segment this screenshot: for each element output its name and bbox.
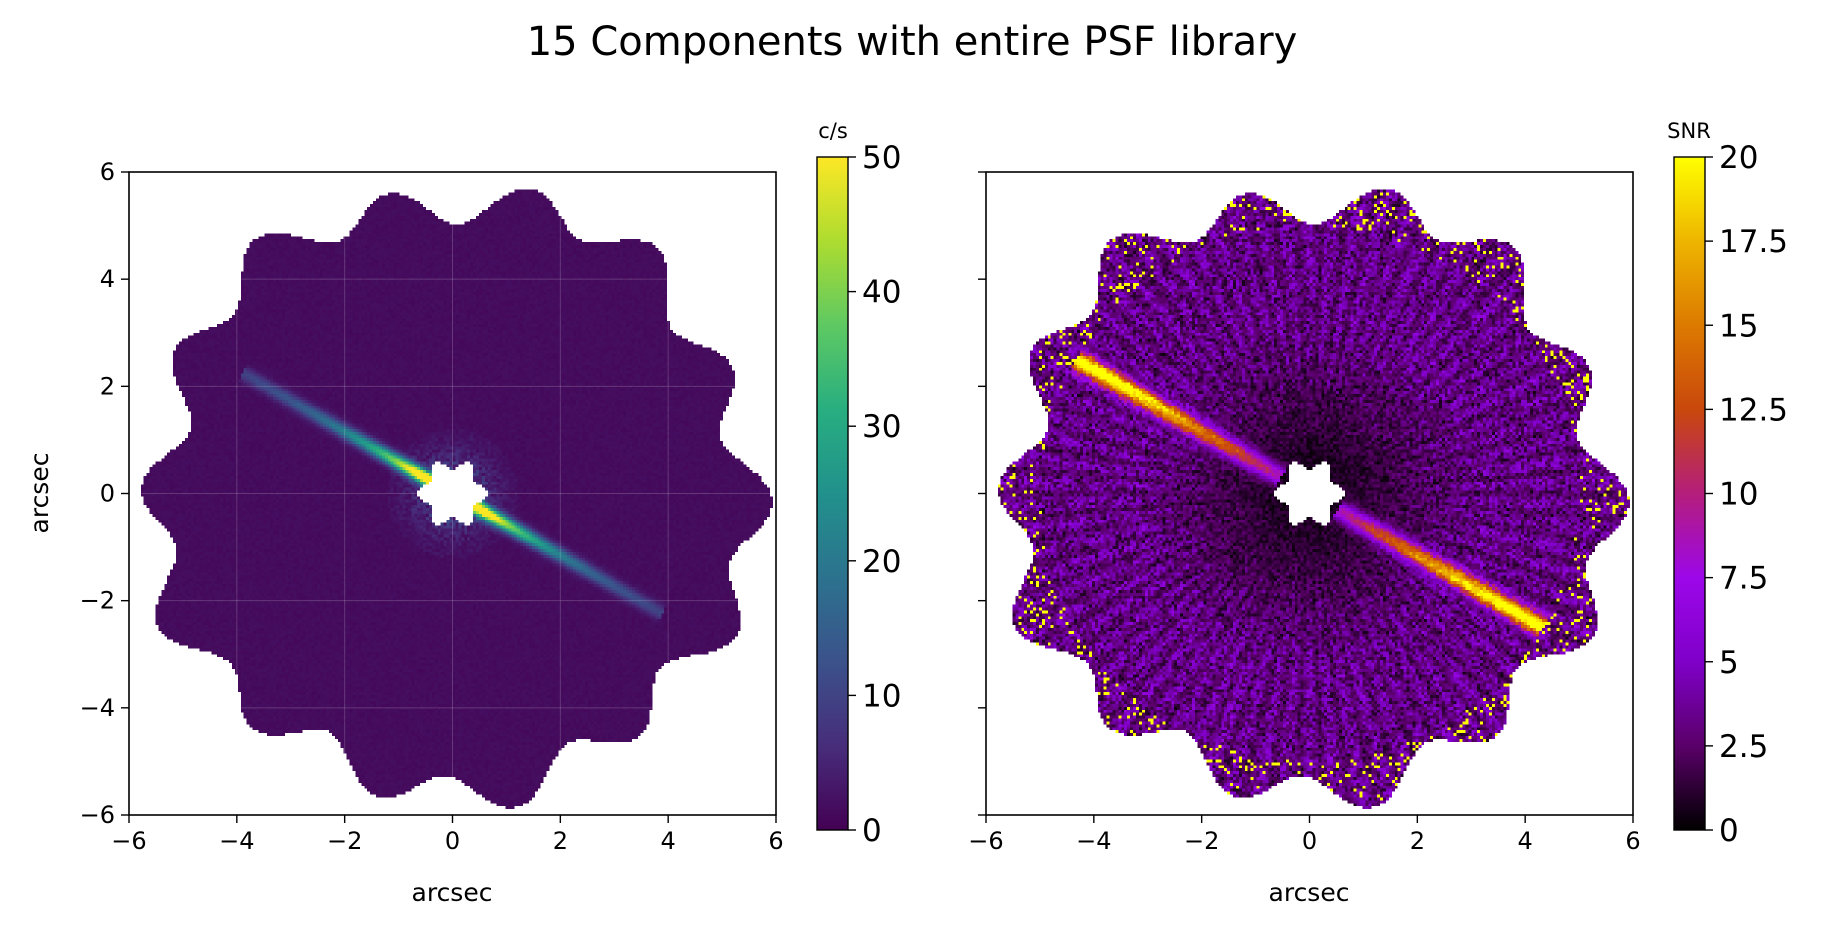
left-x-tick-label: 0 (445, 827, 460, 855)
left-x-tick-label: 2 (553, 827, 568, 855)
left-y-ticks: −6 −4 −2 0 2 4 6 (80, 158, 129, 829)
right-colorbar-tick-label: 20 (1719, 140, 1758, 176)
left-colorbar-gradient (817, 157, 848, 830)
left-colorbar-frame (816, 156, 849, 831)
right-colorbar-tick-label: 0 (1719, 813, 1739, 849)
left-y-tick-label: −6 (80, 801, 115, 829)
left-y-tick-label: −4 (80, 694, 115, 722)
left-y-tick-label: 4 (100, 265, 115, 293)
right-x-tick-label: 0 (1302, 827, 1317, 855)
left-colorbar: 0 10 20 30 40 50 c/s (816, 119, 901, 849)
right-x-tick-label: −6 (968, 827, 1003, 855)
left-heatmap-image (129, 172, 776, 815)
right-x-tick-label: 2 (1410, 827, 1425, 855)
left-colorbar-tick-label: 10 (862, 678, 901, 714)
left-y-tick-label: 2 (100, 372, 115, 400)
left-x-tick-label: −6 (111, 827, 146, 855)
right-colorbar: 0 2.5 5 7.5 10 12.5 15 17.5 20 SNR (1667, 119, 1788, 849)
left-colorbar-tick-label: 30 (862, 409, 901, 445)
right-colorbar-tick-label: 7.5 (1719, 561, 1768, 597)
panel-left: −6 −4 −2 0 2 4 6 −6 −4 −2 0 2 4 6 arcsec arcsec 0 10 2… (25, 119, 901, 907)
right-colorbar-tick-label: 2.5 (1719, 729, 1768, 765)
left-heatmap (129, 172, 776, 815)
right-colorbar-ticks: 0 2.5 5 7.5 10 12.5 15 17.5 20 (1705, 140, 1788, 849)
right-colorbar-label: SNR (1667, 119, 1711, 143)
left-x-tick-label: −4 (219, 827, 254, 855)
right-x-tick-label: 6 (1625, 827, 1640, 855)
right-colorbar-tick-label: 12.5 (1719, 392, 1788, 428)
left-colorbar-label: c/s (818, 119, 848, 143)
right-colorbar-tick-label: 17.5 (1719, 224, 1788, 260)
left-x-axis-label: arcsec (412, 878, 493, 907)
right-y-ticks (978, 171, 986, 816)
right-heatmap-image (986, 172, 1633, 815)
right-heatmap (986, 172, 1633, 815)
left-grid (129, 172, 776, 815)
right-colorbar-tick-label: 15 (1719, 308, 1758, 344)
left-x-tick-label: −2 (327, 827, 362, 855)
left-x-tick-label: 6 (768, 827, 783, 855)
left-y-axis-label: arcsec (25, 453, 54, 534)
right-colorbar-tick-label: 5 (1719, 645, 1739, 681)
figure-title: 15 Components with entire PSF library (527, 19, 1298, 65)
left-y-tick-label: 0 (100, 480, 115, 508)
left-y-tick-label: −2 (80, 587, 115, 615)
left-colorbar-tick-label: 20 (862, 544, 901, 580)
left-x-ticks: −6 −4 −2 0 2 4 6 (111, 815, 784, 855)
left-x-tick-label: 4 (661, 827, 676, 855)
right-x-ticks: −6 −4 −2 0 2 4 6 (968, 815, 1641, 855)
right-x-tick-label: 4 (1518, 827, 1533, 855)
left-y-tick-label: 6 (100, 158, 115, 186)
right-colorbar-tick-label: 10 (1719, 477, 1758, 513)
right-x-tick-label: −4 (1076, 827, 1111, 855)
panel-right: −6 −4 −2 0 2 4 6 arcsec 0 2.5 5 7.5 10 12.5 15 17.5 20… (968, 119, 1788, 907)
right-colorbar-gradient (1674, 157, 1705, 830)
left-colorbar-tick-label: 50 (862, 140, 901, 176)
right-x-tick-label: −2 (1184, 827, 1219, 855)
left-colorbar-tick-label: 40 (862, 275, 901, 311)
right-x-axis-label: arcsec (1269, 878, 1350, 907)
left-colorbar-tick-label: 0 (862, 813, 882, 849)
left-colorbar-ticks: 0 10 20 30 40 50 (848, 140, 901, 849)
